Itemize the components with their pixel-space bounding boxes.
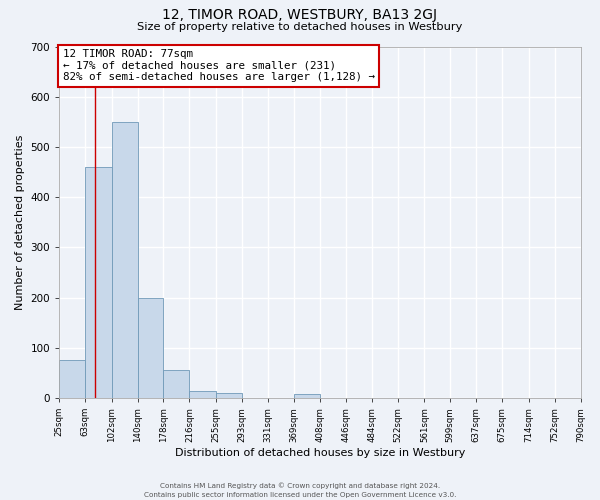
Bar xyxy=(216,393,242,398)
Text: Contains public sector information licensed under the Open Government Licence v3: Contains public sector information licen… xyxy=(144,492,456,498)
Bar xyxy=(293,394,320,398)
Y-axis label: Number of detached properties: Number of detached properties xyxy=(15,134,25,310)
Text: 12 TIMOR ROAD: 77sqm
← 17% of detached houses are smaller (231)
82% of semi-deta: 12 TIMOR ROAD: 77sqm ← 17% of detached h… xyxy=(62,49,374,82)
Text: Size of property relative to detached houses in Westbury: Size of property relative to detached ho… xyxy=(137,22,463,32)
Bar xyxy=(163,370,190,398)
Bar xyxy=(59,360,85,398)
Bar xyxy=(85,167,112,398)
Bar xyxy=(112,122,137,398)
Text: Contains HM Land Registry data © Crown copyright and database right 2024.: Contains HM Land Registry data © Crown c… xyxy=(160,482,440,489)
X-axis label: Distribution of detached houses by size in Westbury: Distribution of detached houses by size … xyxy=(175,448,465,458)
Bar xyxy=(190,390,216,398)
Bar xyxy=(137,298,163,398)
Text: 12, TIMOR ROAD, WESTBURY, BA13 2GJ: 12, TIMOR ROAD, WESTBURY, BA13 2GJ xyxy=(163,8,437,22)
